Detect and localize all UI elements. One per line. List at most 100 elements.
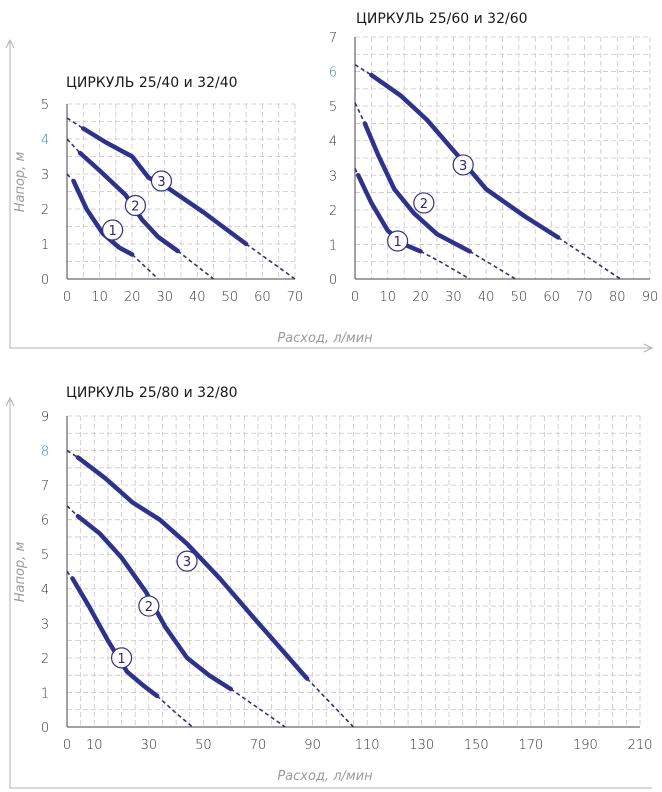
chart-1-y-tick-label: 5 — [41, 98, 49, 113]
chart-3-x-tick-label: 110 — [355, 738, 380, 753]
chart-1-x-tick-label: 20 — [124, 290, 141, 305]
chart-2-y-tick-label: 1 — [329, 238, 337, 253]
chart-2-series-2-marker — [413, 192, 435, 214]
chart-2-x-tick-label: 0 — [351, 290, 359, 305]
chart-2-series-1-label: 1 — [393, 235, 401, 250]
chart-1-series-2-dashed — [177, 250, 215, 280]
chart-1-frame-arrow — [5, 38, 15, 49]
chart-3-x-tick-label: 210 — [628, 738, 653, 753]
chart-2-frame-arrow — [643, 343, 654, 353]
chart-3-x-tick-label: 30 — [141, 738, 158, 753]
chart-1-x-tick-label: 0 — [63, 290, 71, 305]
chart-3-x-tick-label: 50 — [195, 738, 212, 753]
chart-3-frame — [9, 400, 652, 789]
chart-2: ЦИРКУЛЬ 25/60 и 32/60 0 10 20 30 40 50 60 70 80 9… — [329, 11, 658, 353]
chart-3-series-3-marker — [176, 550, 198, 572]
chart-1-xlabel: Расход, л/мин — [277, 331, 373, 346]
chart-3-y-tick-label: 0 — [41, 721, 49, 736]
chart-1: ЦИРКУЛЬ 25/40 и 32/40 Напор, м Расход, л… — [5, 38, 373, 349]
chart-2-x-tick-label: 90 — [642, 290, 659, 305]
chart-2-series-2-dashed — [354, 102, 366, 124]
chart-2-y-tick-label: 0 — [329, 273, 337, 288]
chart-3-ylabel: Напор, м — [13, 542, 28, 603]
chart-1-y-tick-label: 0 — [41, 273, 49, 288]
chart-2-title: ЦИРКУЛЬ 25/60 и 32/60 — [356, 11, 528, 27]
chart-3-y-tick-label: 3 — [41, 617, 49, 632]
chart-1-ylabel: Напор, м — [13, 152, 28, 213]
chart-3-plot: 0 10 30 50 70 90 110 130 150 170 190 210 0 1 2 3 4 5 6 7 8 9 1… — [41, 410, 653, 753]
chart-3-series-1-marker — [110, 647, 133, 669]
chart-1-series-3-label: 3 — [157, 175, 165, 190]
chart-3-x-tick-label: 10 — [86, 738, 103, 753]
chart-2-series-2-label: 2 — [420, 197, 428, 212]
chart-3-y-tick-label: 1 — [41, 686, 49, 701]
chart-2-y-tick-label: 5 — [329, 100, 337, 115]
chart-3-x-tick-label: 170 — [518, 738, 543, 753]
chart-2-series-3-label: 3 — [459, 159, 467, 174]
chart-1-series-3-marker — [150, 170, 173, 192]
chart-3-series-2-dashed — [66, 505, 79, 517]
chart-2-plot: 0 10 20 30 40 50 60 70 80 90 0 1 2 3 4 5 6 7 1 2 3 — [329, 31, 658, 305]
chart-2-x-tick-label: 10 — [380, 290, 397, 305]
chart-2-x-tick-label: 70 — [576, 290, 593, 305]
chart-3-x-tick-label: 190 — [573, 738, 598, 753]
chart-3-series-3-label: 3 — [183, 555, 191, 570]
chart-3-series-2-marker — [138, 595, 160, 617]
chart-1-y-tick-label: 4 — [41, 133, 49, 148]
chart-1-series-2-marker — [124, 194, 146, 217]
chart-3-x-tick-label: 130 — [409, 738, 434, 753]
chart-2-series-1-line — [356, 173, 423, 254]
chart-1-x-tick-label: 60 — [254, 290, 271, 305]
chart-3-frame-arrow — [5, 396, 15, 407]
chart-1-series-2-dashed — [66, 138, 81, 154]
chart-1-x-tick-label: 30 — [156, 290, 173, 305]
chart-1-x-tick-label: 50 — [222, 290, 239, 305]
chart-3-title: ЦИРКУЛЬ 25/80 и 32/80 — [66, 385, 238, 401]
chart-2-series-3-marker — [452, 154, 474, 176]
chart-3-xlabel: Расход, л/мин — [277, 769, 373, 784]
chart-2-x-tick-label: 40 — [478, 290, 495, 305]
chart-2-y-tick-label: 4 — [329, 135, 337, 150]
chart-3-x-tick-label: 150 — [464, 738, 489, 753]
chart-2-x-tick-label: 20 — [412, 290, 429, 305]
chart-1-series-1-marker — [101, 219, 124, 241]
chart-1-series-2-label: 2 — [131, 200, 139, 215]
chart-3-y-tick-label: 6 — [41, 514, 49, 529]
chart-1-y-tick-label: 1 — [41, 238, 49, 253]
chart-1-series-3-dashed — [66, 117, 84, 130]
chart-3-y-tick-label: 8 — [41, 445, 49, 460]
chart-2-x-tick-label: 50 — [511, 290, 528, 305]
chart-1-x-tick-label: 70 — [287, 290, 304, 305]
chart-1-y-tick-label: 2 — [41, 203, 49, 218]
chart-1-frame — [9, 42, 350, 349]
chart-2-y-tick-label: 2 — [329, 204, 337, 219]
chart-3-x-tick-label: 90 — [304, 738, 321, 753]
chart-3-series-1-dashed — [156, 695, 194, 728]
chart-1-series-3-dashed — [245, 243, 296, 280]
chart-3-series-3-dashed — [306, 678, 355, 728]
chart-3-series-3-line — [75, 455, 310, 681]
chart-2-series-1-marker — [387, 230, 409, 252]
chart-1-series-1-dashed — [131, 253, 159, 280]
chart-2-series-1-dashed — [354, 168, 360, 176]
chart-1-y-tick-label: 3 — [41, 168, 49, 183]
chart-3-x-tick-label: 70 — [250, 738, 267, 753]
chart-3-x-tick-label: 0 — [63, 738, 71, 753]
chart-3-y-tick-label: 7 — [41, 479, 49, 494]
chart-1-title: ЦИРКУЛЬ 25/40 и 32/40 — [66, 75, 238, 91]
chart-1-x-tick-label: 10 — [91, 290, 108, 305]
chart-2-x-tick-label: 30 — [445, 290, 462, 305]
chart-1-series-3-line — [81, 126, 249, 247]
chart-3-y-tick-label: 5 — [41, 548, 49, 563]
chart-2-y-tick-label: 3 — [329, 169, 337, 184]
chart-1-x-tick-label: 40 — [189, 290, 206, 305]
chart-2-y-tick-label: 7 — [329, 31, 337, 46]
chart-3-series-1-line — [70, 576, 160, 699]
chart-3-y-tick-label: 4 — [41, 583, 49, 598]
chart-2-x-tick-label: 80 — [609, 290, 626, 305]
chart-3-series-1-label: 1 — [117, 652, 125, 667]
chart-2-y-tick-label: 6 — [329, 66, 337, 81]
chart-2-series-3-dashed — [557, 236, 621, 280]
